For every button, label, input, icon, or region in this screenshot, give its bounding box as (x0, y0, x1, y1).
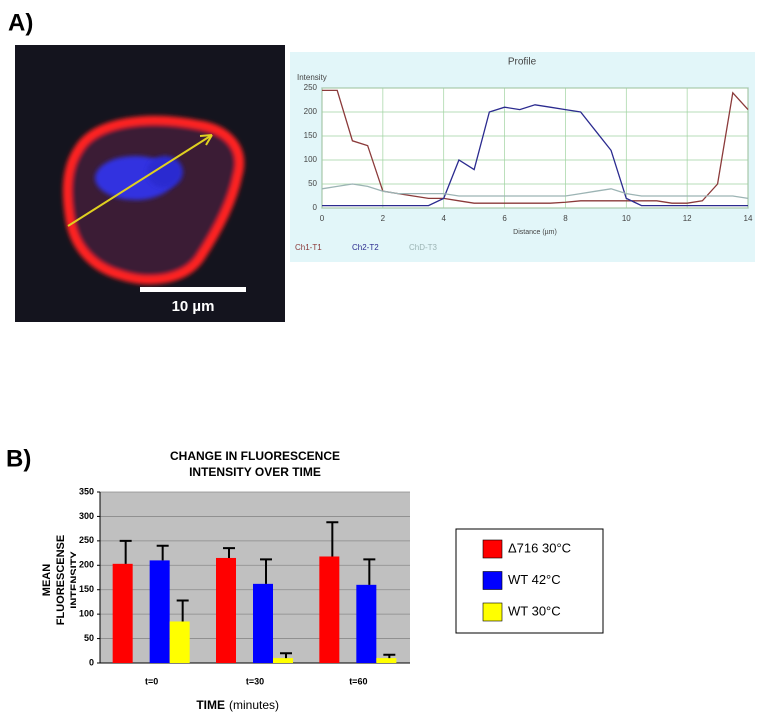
x-axis-label: Distance (µm) (513, 229, 557, 236)
y-axis-label: Intensity (297, 73, 327, 82)
y-tick-label: 0 (313, 203, 318, 212)
y-tick-label: 50 (308, 179, 317, 188)
y-tick-label: 0 (89, 657, 94, 667)
error-bar (156, 544, 169, 561)
x-tick-label: 12 (683, 214, 692, 223)
legend-label: Δ716 30°C (508, 540, 571, 555)
micrograph: 10 µm (15, 45, 285, 322)
legend-label: ChD-T3 (409, 243, 438, 252)
bar (356, 584, 377, 663)
x-axis-label: TIME (196, 698, 225, 712)
chart-title: Profile (508, 57, 537, 68)
cell (62, 115, 245, 285)
arrow-head (199, 134, 213, 146)
nucleus (147, 156, 183, 188)
chart-title: CHANGE IN FLUORESCENCE INTENSITY OVER TI… (169, 449, 340, 479)
x-tick-label: 8 (563, 214, 568, 223)
error-bar (383, 653, 396, 659)
bar (376, 658, 397, 663)
y-tick-label: 250 (79, 535, 94, 545)
scale-bar-label: 10 µm (172, 298, 215, 315)
error-bar (280, 652, 292, 659)
plot-area (321, 87, 749, 209)
bar (319, 556, 340, 663)
y-tick-label: 200 (304, 107, 318, 116)
legend-swatch (482, 602, 503, 622)
scale-bar (140, 287, 246, 292)
chart-title-box: CHANGE IN FLUORESCENCE INTENSITY OVER TI… (169, 449, 340, 479)
y-axis-label-box: MEAN FLUORESCENSE INTENSITY (41, 534, 76, 626)
legend-label: WT 42°C (508, 572, 561, 587)
bar (112, 563, 133, 663)
x-tick-label: 0 (320, 214, 325, 223)
x-tick-label: 4 (441, 214, 446, 223)
panel-label: B) (6, 445, 31, 472)
bar (253, 583, 273, 663)
x-tick-label: t=0 (145, 676, 158, 686)
x-axis-label-unit: (minutes) (229, 698, 279, 712)
error-bar (176, 599, 189, 622)
y-tick-label: 100 (79, 609, 94, 619)
legend-box (455, 528, 604, 634)
y-tick-label: 200 (79, 560, 94, 570)
x-tick-label: 10 (622, 214, 631, 223)
bar (273, 658, 293, 663)
x-tick-label: 6 (502, 214, 507, 223)
y-tick-label: 250 (304, 83, 318, 92)
profile-line (67, 134, 213, 227)
bar (169, 621, 190, 663)
data-line (321, 183, 749, 200)
x-tick-label: t=30 (246, 676, 264, 686)
y-tick-label: 100 (304, 155, 318, 164)
data-line (322, 104, 748, 207)
bar (216, 557, 236, 663)
x-tick-label: 14 (744, 214, 753, 223)
x-tick-label: t=60 (349, 676, 367, 686)
legend-label: WT 30°C (508, 603, 561, 618)
error-bar (363, 558, 376, 585)
legend-swatch (482, 571, 503, 590)
y-tick-label: 150 (304, 131, 318, 140)
error-bar (260, 558, 272, 584)
error-bar (119, 539, 132, 564)
y-axis-label: MEAN FLUORESCENSE INTENSITY (41, 534, 76, 626)
x-tick-label: 2 (381, 214, 386, 223)
y-tick-label: 350 (79, 486, 94, 496)
bar (149, 560, 170, 663)
legend-label: Ch2-T2 (352, 243, 379, 252)
error-bar (223, 547, 235, 558)
y-tick-label: 50 (84, 633, 94, 643)
y-tick-label: 150 (79, 584, 94, 594)
y-tick-label: 300 (79, 511, 94, 521)
legend-label: Ch1-T1 (295, 243, 322, 252)
panel-label: A) (8, 9, 33, 36)
legend-swatch (482, 539, 503, 559)
error-bar (326, 521, 339, 557)
